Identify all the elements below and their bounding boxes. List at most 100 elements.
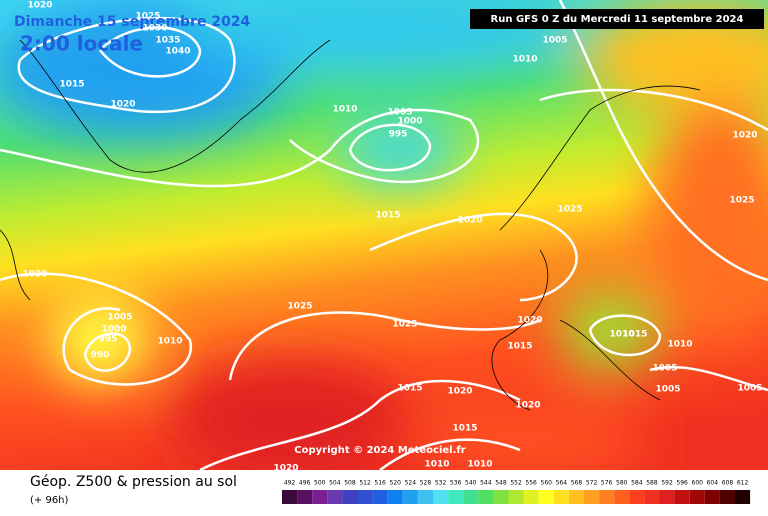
isobar-label: 995 — [389, 130, 408, 140]
isobar-label: 1025 — [392, 320, 417, 330]
colorbar-swatch — [614, 490, 630, 504]
isobar-label: 1010 — [667, 340, 692, 350]
isobar-label: 1025 — [135, 12, 160, 22]
colorbar-swatch — [493, 490, 509, 504]
time-label: 2:00 locale — [20, 32, 143, 56]
colorbar-label: 512 — [359, 480, 371, 487]
colorbar-label: 604 — [707, 480, 719, 487]
isobar-label: 990 — [91, 351, 110, 361]
isobars — [0, 0, 768, 470]
coastlines — [0, 39, 701, 411]
colorbar-label: 568 — [571, 480, 583, 487]
colorbar-swatch — [312, 490, 328, 504]
colorbar-swatch — [568, 490, 584, 504]
isobar-label: 1020 — [22, 270, 47, 280]
colorbar-label: 572 — [586, 480, 598, 487]
isobar-label: 1020 — [447, 387, 472, 397]
colorbar-swatch — [282, 490, 298, 504]
colorbar-swatch — [372, 490, 388, 504]
isobar-label: 1015 — [622, 330, 647, 340]
colorbar-label: 528 — [420, 480, 432, 487]
isobar-label: 1005 — [107, 313, 132, 323]
colorbar-swatch — [689, 490, 705, 504]
colorbar-label: 608 — [722, 480, 734, 487]
footer-title: Géop. Z500 & pression au sol — [30, 474, 237, 490]
colorbar-label: 564 — [556, 480, 568, 487]
colorbar-label: 592 — [661, 480, 673, 487]
colorbar-label: 508 — [344, 480, 356, 487]
colorbar-label: 600 — [692, 480, 704, 487]
isobar-label: 1015 — [507, 342, 532, 352]
isobar-label: 1020 — [457, 216, 482, 226]
isobar-label: 1040 — [165, 47, 190, 57]
colorbar-swatch — [599, 490, 615, 504]
colorbar-swatch — [659, 490, 675, 504]
isobar-label: 1005 — [542, 36, 567, 46]
colorbar-swatch — [644, 490, 660, 504]
colorbar-label: 560 — [541, 480, 553, 487]
isobar-label: 1015 — [397, 384, 422, 394]
colorbar-label: 588 — [646, 480, 658, 487]
footer-lead: (+ 96h) — [30, 495, 69, 506]
isobar-label: 1000 — [101, 325, 126, 335]
colorbar-swatch — [523, 490, 539, 504]
isobar-label: 1020 — [517, 316, 542, 326]
colorbar-label: 596 — [676, 480, 688, 487]
colorbar-swatch — [735, 490, 751, 504]
colorbar-swatch — [553, 490, 569, 504]
isobar-label: 1010 — [424, 460, 449, 470]
colorbar-label: 576 — [601, 480, 613, 487]
isobar-label: 1020 — [273, 464, 298, 474]
run-label: Run GFS 0 Z du Mercredi 11 septembre 202… — [491, 14, 744, 25]
colorbar-swatch — [704, 490, 720, 504]
colorbar-label: 552 — [510, 480, 522, 487]
isobar-label: 995 — [99, 335, 118, 345]
isobar-label: 1000 — [397, 117, 422, 127]
colorbar-swatch — [342, 490, 358, 504]
colorbar-label: 500 — [314, 480, 326, 487]
colorbar-swatch — [448, 490, 464, 504]
isobar-label: 1025 — [287, 302, 312, 312]
date-label: Dimanche 15 septembre 2024 — [14, 14, 251, 30]
colorbar-label: 548 — [495, 480, 507, 487]
isobar-label: 1015 — [452, 424, 477, 434]
isobar-label: 1005 — [737, 384, 762, 394]
colorbar-swatch — [674, 490, 690, 504]
colorbar-label: 496 — [299, 480, 311, 487]
isobar-label: 1025 — [729, 196, 754, 206]
colorbar-label: 520 — [390, 480, 402, 487]
isobar-label: 1005 — [387, 108, 412, 118]
colorbar-label: 516 — [374, 480, 386, 487]
colorbar-swatch — [463, 490, 479, 504]
colorbar-label: 544 — [480, 480, 492, 487]
colorbar-swatch — [538, 490, 554, 504]
colorbar-label: 584 — [631, 480, 643, 487]
colorbar-label: 536 — [450, 480, 462, 487]
colorbar-label: 524 — [405, 480, 417, 487]
isobar-label: 1010 — [332, 105, 357, 115]
isobar-label: 1010 — [157, 337, 182, 347]
colorbar-swatch — [297, 490, 313, 504]
colorbar-swatch — [719, 490, 735, 504]
isobar-label: 1015 — [59, 80, 84, 90]
isobar-label: 1010 — [512, 55, 537, 65]
colorbar-swatch — [327, 490, 343, 504]
isobar-label: 1010 — [609, 330, 634, 340]
isobar-label: 1010 — [467, 460, 492, 470]
colorbar-label: 580 — [616, 480, 628, 487]
colorbar-label: 504 — [329, 480, 341, 487]
colorbar-swatch — [508, 490, 524, 504]
isobar-label: 1020 — [732, 131, 757, 141]
isobar-label: 1025 — [557, 205, 582, 215]
colorbar-label: 556 — [525, 480, 537, 487]
isobar-label: 1020 — [27, 1, 52, 11]
colorbar-label: 540 — [465, 480, 477, 487]
colorbar-swatch — [357, 490, 373, 504]
colorbar-swatch — [417, 490, 433, 504]
colorbar-label: 532 — [435, 480, 447, 487]
isobar-label: 1015 — [375, 211, 400, 221]
colorbar-swatch — [387, 490, 403, 504]
colorbar-swatch — [629, 490, 645, 504]
